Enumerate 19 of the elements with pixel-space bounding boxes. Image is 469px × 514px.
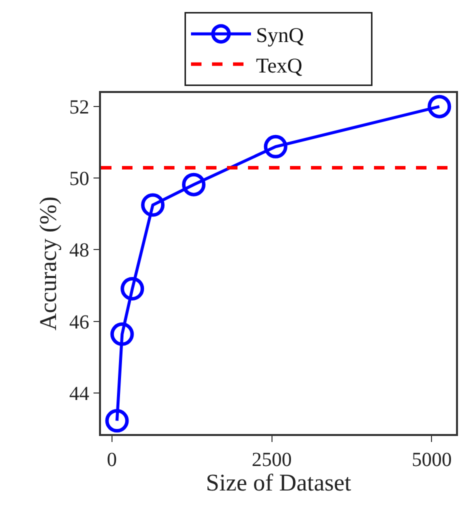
x-tick-label: 5000 [412,448,452,471]
point [105,409,129,432]
point [141,193,165,217]
point [182,172,206,196]
point [428,94,452,118]
y-tick-label: 48 [69,240,90,262]
x-tick-label: 0 [106,448,117,471]
y-axis-title: Accuracy (%) [36,196,62,330]
x-axis-title: Size of Dataset [206,470,352,497]
legend-label: TexQ [256,53,302,78]
legend-label: SynQ [256,23,304,48]
y-tick-label: 50 [69,168,90,190]
y-tick-label: 52 [69,96,90,119]
y-tick-label: 46 [69,311,90,334]
point [110,322,134,346]
y-tick-label: 44 [69,382,90,405]
x-tick-label: 2500 [252,448,292,471]
point [120,276,144,300]
point [264,134,288,158]
